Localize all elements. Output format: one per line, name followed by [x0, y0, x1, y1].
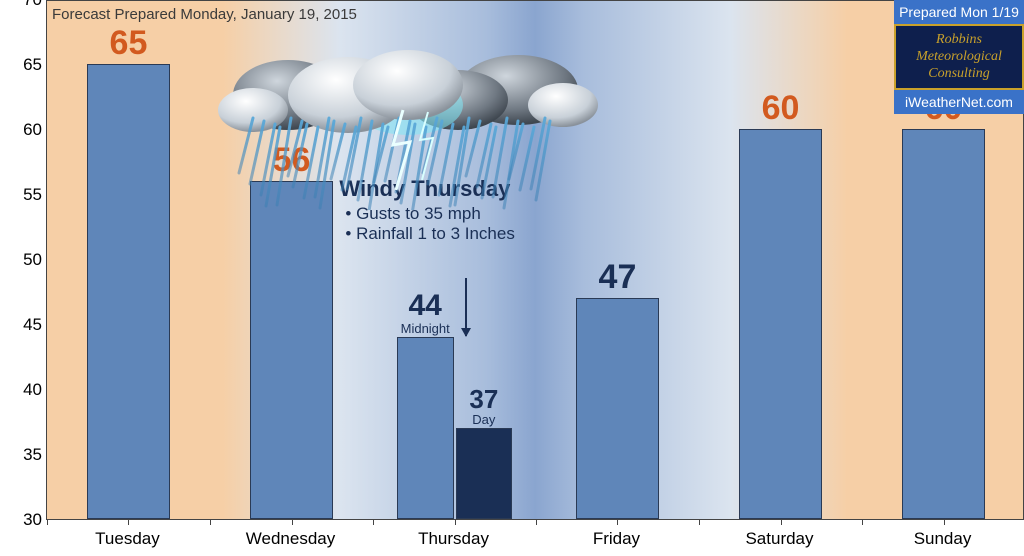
temperature-value: 37 [469, 384, 498, 415]
temperature-bar [87, 64, 170, 519]
x-tick-label: Friday [546, 522, 686, 556]
badge-company-line2: Meteorological [898, 49, 1020, 66]
y-tick-label: 50 [0, 250, 42, 270]
forecast-chart: 655644Midnight37Day476060 30354045505560… [0, 0, 1024, 556]
x-tick-label: Saturday [710, 522, 850, 556]
temperature-bar [397, 337, 454, 519]
y-tick-label: 35 [0, 445, 42, 465]
x-tick-label: Tuesday [57, 522, 197, 556]
y-tick-label: 70 [0, 0, 42, 10]
badge-website: iWeatherNet.com [894, 90, 1024, 114]
badge-prepared-date: Prepared Mon 1/19 [894, 0, 1024, 24]
y-tick-label: 60 [0, 120, 42, 140]
temperature-bar [576, 298, 659, 519]
temperature-drop-arrow [465, 278, 467, 336]
y-tick-label: 65 [0, 55, 42, 75]
y-tick-label: 55 [0, 185, 42, 205]
y-tick-label: 45 [0, 315, 42, 335]
annotation-bullet: Rainfall 1 to 3 Inches [345, 224, 514, 244]
temperature-value: 60 [762, 89, 800, 128]
y-tick-label: 40 [0, 380, 42, 400]
temperature-bar [739, 129, 822, 519]
temperature-value: 65 [110, 24, 148, 63]
temperature-sublabel: Day [472, 412, 495, 427]
y-tick-label: 30 [0, 510, 42, 530]
x-tick-label: Wednesday [221, 522, 361, 556]
source-badge: Prepared Mon 1/19 Robbins Meteorological… [894, 0, 1024, 114]
temperature-bar [902, 129, 985, 519]
x-tick-label: Thursday [384, 522, 524, 556]
badge-company-line1: Robbins [898, 32, 1020, 49]
badge-company-line3: Consulting [898, 66, 1020, 83]
x-tick-label: Sunday [873, 522, 1013, 556]
forecast-prepared-text: Forecast Prepared Monday, January 19, 20… [52, 6, 357, 23]
temperature-bar [250, 181, 333, 519]
badge-company: Robbins Meteorological Consulting [894, 24, 1024, 90]
temperature-sublabel: Midnight [401, 321, 450, 336]
thunderstorm-icon [198, 40, 618, 210]
temperature-value: 44 [409, 289, 442, 323]
temperature-value: 47 [599, 258, 637, 297]
temperature-bar [456, 428, 513, 519]
